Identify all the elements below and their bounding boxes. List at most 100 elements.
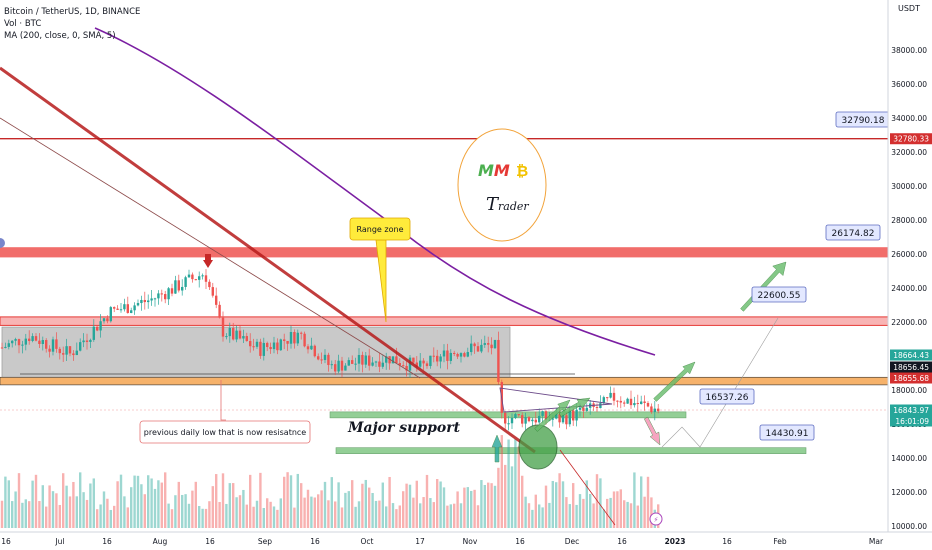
volume-bar (470, 490, 473, 528)
candle-body (609, 392, 612, 398)
candle-body (657, 408, 660, 412)
volume-bar (113, 505, 116, 528)
volume-bar (442, 487, 446, 528)
volume-bar (262, 508, 265, 528)
candle-body (45, 340, 48, 349)
x-tick-label: Feb (773, 537, 787, 546)
chart-legend: Bitcoin / TetherUS, 1D, BINANCE Vol · BT… (4, 6, 140, 42)
volume-bar (160, 482, 163, 528)
logo-ring (457, 128, 547, 242)
candle-body (487, 343, 490, 345)
candle-body (340, 360, 344, 371)
candle-body (510, 417, 514, 424)
volume-bar (340, 507, 344, 528)
candle-body (11, 340, 14, 344)
candle-body (201, 275, 204, 277)
volume-bar (507, 439, 510, 528)
volume-bar (568, 504, 571, 528)
candle-body (150, 298, 153, 301)
candle-body (58, 348, 61, 354)
candle-body (164, 294, 167, 300)
candle-body (85, 340, 89, 342)
candle-body (646, 402, 650, 407)
volume-bar (225, 503, 228, 528)
volume-bar (337, 482, 340, 528)
volume-bar (320, 490, 323, 528)
x-tick-label: 16 (722, 537, 732, 546)
volume-bar (218, 502, 221, 528)
y-axis-background (888, 0, 932, 532)
candle-body (143, 299, 146, 303)
y-tick-label: 34000.00 (891, 114, 927, 123)
volume-bar (55, 493, 58, 528)
candle-body (606, 397, 609, 399)
volume-bar (51, 491, 55, 528)
candle-body (208, 281, 211, 288)
volume-bar (493, 485, 497, 528)
candle-body (633, 403, 636, 406)
x-tick-label: 16 (102, 537, 112, 546)
volume-bar (79, 472, 82, 528)
volume-bar (235, 497, 238, 528)
candle-body (354, 363, 357, 365)
y-tick-label: 36000.00 (891, 80, 927, 89)
volume-bar (65, 485, 68, 528)
volume-bar (374, 500, 378, 528)
volume-bar (466, 487, 469, 528)
candle-body (17, 339, 21, 346)
candle-body (133, 305, 136, 311)
volume-bar (480, 480, 483, 528)
candle-body (653, 408, 656, 413)
candle-body (119, 309, 123, 311)
volume-bar (616, 491, 619, 528)
candle-body (276, 342, 279, 351)
candle-body (113, 307, 116, 309)
candle-body (405, 365, 408, 371)
volume-bar (623, 500, 626, 528)
volume-bar (446, 505, 449, 528)
symbol-title: Bitcoin / TetherUS, 1D, BINANCE (4, 7, 141, 17)
volume-bar (636, 505, 639, 528)
annotation-box (699, 388, 755, 405)
volume-bar (405, 483, 408, 528)
candle-body (575, 409, 578, 421)
candle-body (555, 414, 558, 419)
candle-body (0, 347, 4, 349)
volume-bar (208, 501, 211, 528)
candle-body (252, 346, 255, 348)
volume-bar (361, 483, 364, 528)
candle-body (102, 318, 106, 322)
candle-body (187, 274, 191, 278)
bullish-arrow-small-2 (558, 397, 591, 418)
volume-bar (310, 496, 313, 528)
volume-bar (276, 509, 279, 528)
volume-bar (483, 484, 486, 528)
candle-body (415, 362, 418, 367)
price-annotation: 14430.91 (759, 424, 815, 441)
candle-body (626, 398, 629, 404)
candle-body (619, 400, 622, 403)
annotation-text: 26174.82 (832, 229, 875, 239)
candle-body (174, 280, 177, 294)
volume-bar (238, 495, 242, 528)
y-tick-label: 10000.00 (891, 522, 927, 531)
callout-pointer (220, 380, 226, 421)
candle-body (504, 412, 507, 424)
volume-bars (0, 435, 660, 528)
y-tick-label: 30000.00 (891, 182, 927, 191)
ma-legend: MA (200, close, 0, SMA, 5) (4, 31, 116, 41)
price-badge: 18656.45 (890, 361, 932, 373)
y-axis: 38000.00 36000.00 34000.00 32000.00 30000.00… (887, 0, 932, 532)
annotation-box (751, 286, 807, 303)
volume-bar (364, 479, 367, 528)
volume-bar (4, 476, 7, 528)
volume-bar (11, 501, 14, 528)
candle-body (391, 356, 395, 364)
candle-body (194, 279, 197, 281)
candle-body (582, 407, 585, 411)
volume-bar (385, 506, 388, 528)
volume-bar (514, 438, 517, 528)
candle-body (595, 407, 599, 409)
candle-body (225, 336, 228, 338)
